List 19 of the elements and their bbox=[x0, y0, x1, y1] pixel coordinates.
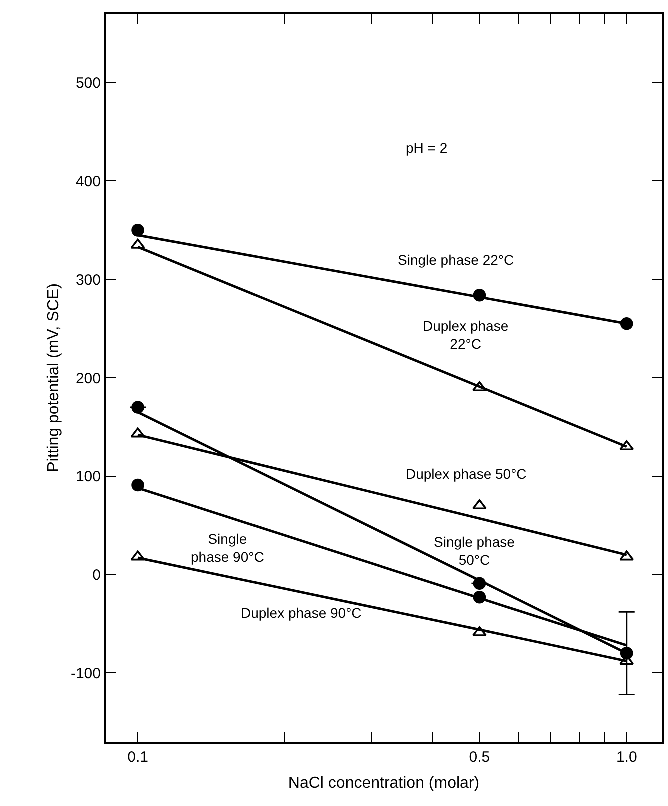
y-tick-label: 200 bbox=[76, 370, 101, 388]
y-tick-label: 100 bbox=[76, 468, 101, 486]
y-tick-label: 0 bbox=[92, 567, 101, 584]
annotation: Single phase 50°C bbox=[434, 534, 516, 568]
x-tick-label: 0.5 bbox=[469, 749, 490, 766]
x-axis-title: NaCl concentration (molar) bbox=[288, 775, 480, 792]
y-tick-label: 300 bbox=[76, 272, 101, 289]
y-tick-label: -100 bbox=[70, 665, 101, 682]
x-tick-label: 0.1 bbox=[128, 749, 148, 766]
annotation: Single phase 90°C bbox=[191, 531, 264, 566]
annotation: pH = 2 bbox=[406, 140, 448, 156]
y-axis-title: Pitting potential (mV, SCE) bbox=[45, 284, 62, 472]
y-tick-label: 500 bbox=[76, 75, 101, 92]
x-tick-label: 1.0 bbox=[616, 749, 638, 766]
annotation: Duplex phase 90°C bbox=[241, 605, 362, 621]
y-tick-label: 400 bbox=[76, 173, 101, 190]
annotation: Duplex phase 22°C bbox=[423, 318, 509, 352]
annotation: Single phase 22°C bbox=[398, 252, 514, 268]
annotation: Duplex phase 50°C bbox=[406, 466, 527, 482]
